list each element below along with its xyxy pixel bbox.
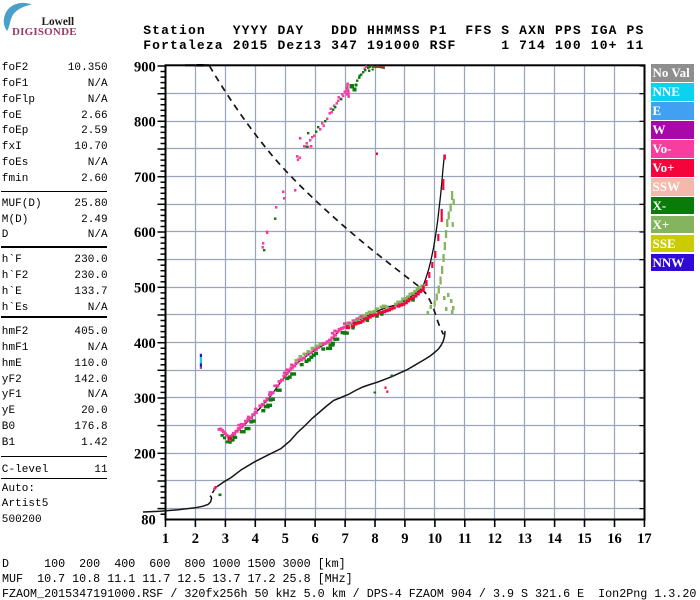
svg-text:17: 17	[637, 531, 652, 547]
svg-text:800: 800	[134, 115, 156, 131]
svg-text:4: 4	[252, 531, 259, 547]
svg-text:400: 400	[134, 336, 156, 352]
svg-text:6: 6	[311, 531, 318, 547]
svg-text:10: 10	[428, 531, 443, 547]
svg-text:9: 9	[401, 531, 408, 547]
svg-text:200: 200	[134, 446, 156, 462]
svg-text:13: 13	[517, 531, 532, 547]
svg-text:900: 900	[134, 60, 156, 76]
svg-text:14: 14	[547, 531, 562, 547]
svg-text:7: 7	[341, 531, 348, 547]
svg-text:3: 3	[222, 531, 229, 547]
svg-text:600: 600	[134, 225, 156, 241]
svg-text:16: 16	[607, 531, 622, 547]
svg-text:300: 300	[134, 391, 156, 407]
svg-text:1: 1	[162, 531, 169, 547]
svg-text:11: 11	[458, 531, 472, 547]
svg-text:15: 15	[577, 531, 592, 547]
svg-text:80: 80	[141, 512, 156, 528]
svg-text:500: 500	[134, 281, 156, 297]
svg-text:2: 2	[192, 531, 199, 547]
svg-text:5: 5	[282, 531, 289, 547]
svg-text:12: 12	[487, 531, 502, 547]
svg-text:8: 8	[371, 531, 378, 547]
svg-text:700: 700	[134, 170, 156, 186]
